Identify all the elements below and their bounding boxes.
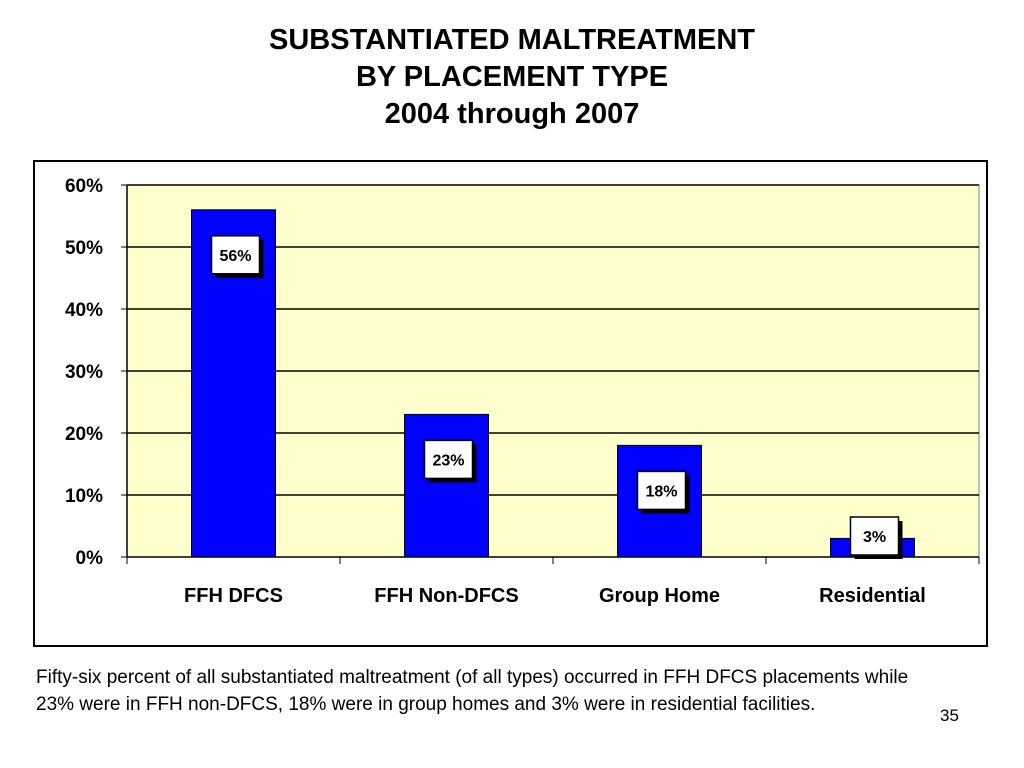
chart-frame: 0% 10% 20% 30% 40% 50% 60% FFH DFCS 56% FFH Non-D… (33, 160, 988, 647)
data-label-box (636, 470, 687, 511)
x-tick-label: Residential (819, 585, 926, 607)
title-line-1: SUBSTANTIATED MALTREATMENT (269, 24, 755, 56)
y-tick-label: 0% (76, 548, 104, 569)
page-number: 35 (940, 706, 959, 725)
y-tick-label: 30% (65, 362, 103, 383)
bar (404, 413, 489, 558)
y-tick-label: 60% (65, 176, 103, 197)
y-tick-label: 20% (65, 424, 103, 445)
x-tick-label: FFH Non-DFCS (374, 585, 518, 607)
data-label: 56% (219, 248, 251, 265)
data-label-box (423, 439, 474, 480)
y-tick-label: 50% (65, 238, 103, 259)
data-label-box (210, 235, 261, 275)
title-line-2: BY PLACEMENT TYPE (355, 61, 669, 93)
y-tick-label: 40% (65, 300, 103, 321)
data-label: 3% (863, 529, 886, 546)
data-label: 18% (645, 483, 677, 500)
data-label-box (849, 516, 900, 556)
data-label: 23% (432, 452, 464, 469)
slide-title: SUBSTANTIATED MALTREATMENT BY PLACEMENT … (0, 22, 1024, 133)
bar-chart: 0% 10% 20% 30% 40% 50% 60% FFH DFCS 56% FFH Non-D… (65, 176, 980, 607)
x-tick-label: Group Home (599, 585, 720, 607)
title-line-3: 2004 through 2007 (384, 98, 640, 130)
y-tick-label: 10% (65, 486, 103, 507)
x-tick-label: FFH DFCS (184, 585, 283, 607)
slide-caption: Fifty-six percent of all substantiated m… (36, 667, 909, 715)
